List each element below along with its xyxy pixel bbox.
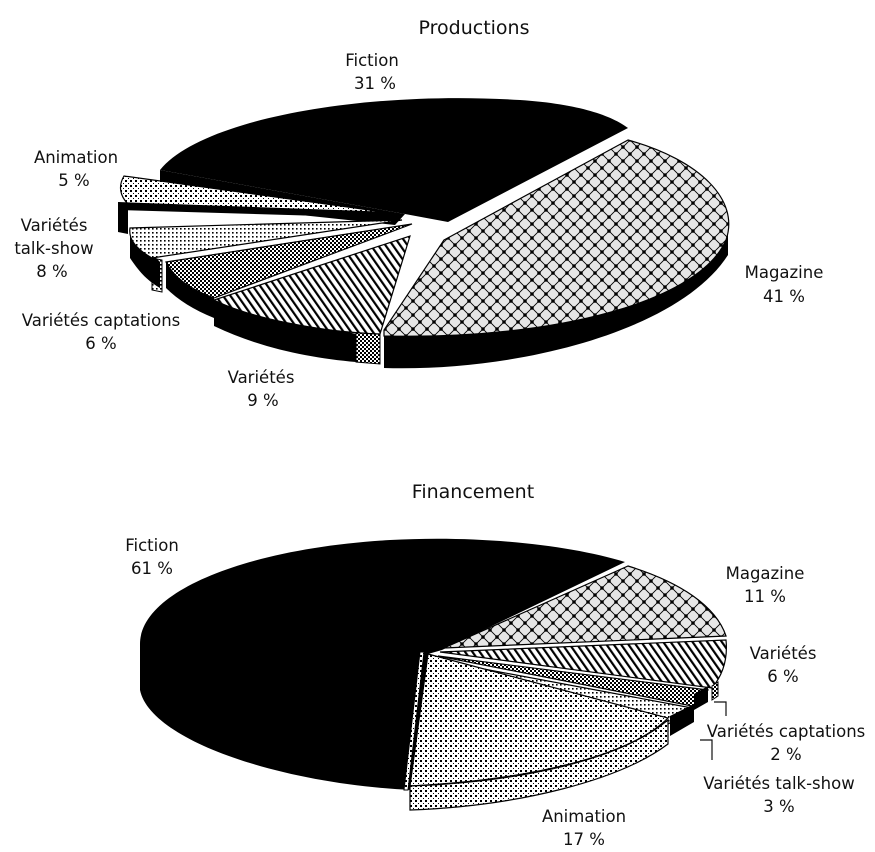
label-talkshow-productions: Variétés talk-show 8 % <box>14 216 93 281</box>
slice-animation-productions <box>118 175 399 234</box>
slice-varietes-productions <box>212 235 411 365</box>
slice-captations-productions <box>165 223 413 318</box>
svg-text:8 %: 8 % <box>36 262 67 281</box>
label-varietes-productions: Variétés 9 % <box>228 368 295 410</box>
svg-text:Fiction: Fiction <box>125 536 179 555</box>
svg-text:31 %: 31 % <box>354 74 396 93</box>
chart-title-financement: Financement <box>412 481 534 503</box>
svg-text:Magazine: Magazine <box>726 564 805 583</box>
svg-text:61 %: 61 % <box>131 559 173 578</box>
svg-text:Magazine: Magazine <box>745 263 824 282</box>
label-varietes-financement: Variétés 6 % <box>750 644 817 686</box>
slice-animation-financement <box>403 651 670 811</box>
slice-talkshow-productions <box>129 219 403 293</box>
svg-text:talk-show: talk-show <box>14 239 93 258</box>
slice-varietes-financement <box>439 639 727 701</box>
svg-text:Variétés: Variétés <box>750 644 817 663</box>
svg-text:Variétés captations: Variétés captations <box>22 311 181 330</box>
label-magazine-financement: Magazine 11 % <box>726 564 805 606</box>
svg-text:5 %: 5 % <box>58 171 89 190</box>
svg-text:Variétés talk-show: Variétés talk-show <box>703 774 854 793</box>
svg-text:Variétés captations: Variétés captations <box>707 722 866 741</box>
slice-fiction-financement <box>140 538 625 790</box>
slice-magazine-financement <box>443 565 727 649</box>
leader-talkshow <box>700 739 713 760</box>
svg-text:2 %: 2 % <box>770 745 801 764</box>
svg-text:17 %: 17 % <box>563 830 605 849</box>
svg-text:6 %: 6 % <box>85 334 116 353</box>
label-fiction-productions: Fiction 31 % <box>345 51 399 93</box>
svg-text:41 %: 41 % <box>763 287 805 306</box>
label-talkshow-financement: Variétés talk-show 3 % <box>703 774 854 816</box>
label-animation-financement: Animation 17 % <box>542 807 626 849</box>
label-fiction-financement: Fiction 61 % <box>125 536 179 578</box>
svg-text:Animation: Animation <box>542 807 626 826</box>
svg-text:Variétés: Variétés <box>228 368 295 387</box>
chart-title-productions: Productions <box>419 17 530 39</box>
svg-text:3 %: 3 % <box>763 797 794 816</box>
leader-captations <box>714 701 727 716</box>
svg-text:6 %: 6 % <box>767 667 798 686</box>
label-animation-productions: Animation 5 % <box>34 148 118 190</box>
svg-text:11 %: 11 % <box>744 587 786 606</box>
svg-text:Fiction: Fiction <box>345 51 399 70</box>
svg-text:Animation: Animation <box>34 148 118 167</box>
slice-magazine-productions <box>383 139 730 369</box>
svg-text:9 %: 9 % <box>247 391 278 410</box>
label-magazine-productions: Magazine 41 % <box>745 263 824 306</box>
label-captations-productions: Variétés captations 6 % <box>22 311 181 353</box>
chart-productions: Productions <box>14 17 823 410</box>
svg-text:Variétés: Variétés <box>21 216 88 235</box>
label-captations-financement: Variétés captations 2 % <box>707 722 866 764</box>
chart-financement: Financement <box>125 481 865 849</box>
